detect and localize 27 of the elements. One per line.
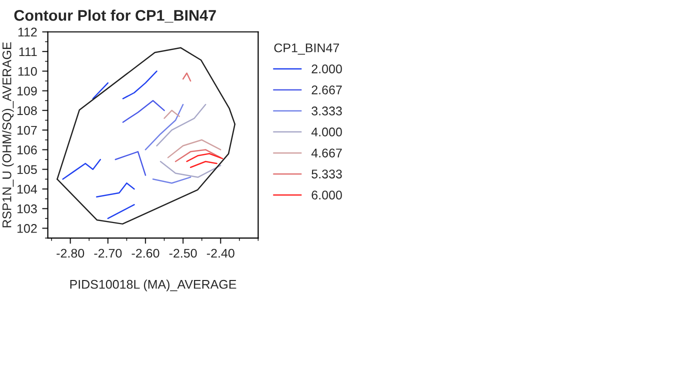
y-tick-label: 111 <box>19 47 37 56</box>
legend-label: 3.333 <box>312 106 342 116</box>
x-tick-label: -2.40 <box>206 248 234 258</box>
x-tick-label: -2.50 <box>169 248 197 258</box>
y-tick-label: 110 <box>18 66 37 76</box>
y-tick-label: 106 <box>17 146 37 154</box>
y-tick-label: 104 <box>17 184 38 194</box>
legend-label: 6.000 <box>312 190 342 200</box>
y-tick-label: 105 <box>17 165 37 174</box>
legend-label: 4.000 <box>311 128 342 136</box>
x-axis-title: PIDS10018L (MA)_AVERAGE <box>70 280 236 292</box>
legend-label: 2.000 <box>312 64 342 74</box>
y-tick-label: 108 <box>17 106 37 116</box>
y-tick-label: 109 <box>17 86 37 96</box>
legend-title: CP1_BIN47 <box>274 43 340 55</box>
legend-label: 2.667 <box>312 86 342 94</box>
chart-title: Contour Plot for CP1_BIN47 <box>14 10 216 23</box>
x-tick-label: -2.70 <box>94 248 122 258</box>
legend-label: 4.667 <box>311 148 342 158</box>
y-axis-title: RSP1N_U (OHM/SQ)_AVERAGE <box>2 42 14 228</box>
x-tick-label: -2.80 <box>56 248 84 258</box>
y-tick-label: 102 <box>17 224 37 233</box>
y-tick-label: 103 <box>17 204 37 214</box>
y-tick-label: 107 <box>17 126 37 135</box>
legend-label: 5.333 <box>312 170 342 178</box>
x-tick-label: -2.60 <box>132 248 160 258</box>
y-tick-label: 112 <box>18 28 37 36</box>
